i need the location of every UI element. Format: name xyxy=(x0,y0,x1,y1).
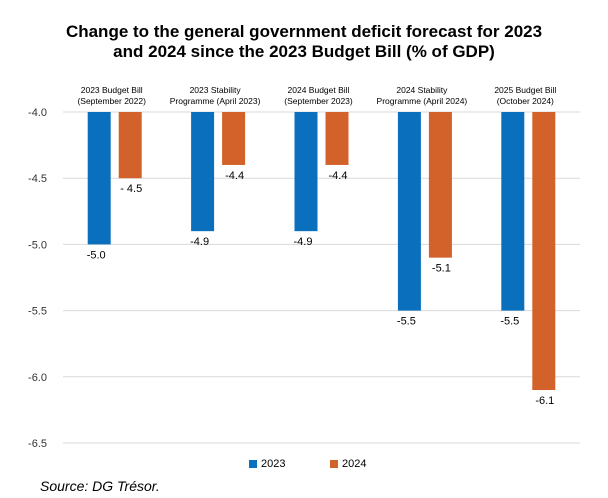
data-label-2024: -4.4 xyxy=(329,170,348,182)
y-tick-label: -5.5 xyxy=(28,306,47,318)
legend-swatch-2024 xyxy=(330,460,338,468)
category-label: Programme (April 2023) xyxy=(170,96,261,106)
category-label: 2023 Stability xyxy=(190,85,242,95)
category-label: 2025 Budget Bill xyxy=(494,85,556,95)
bar-2024 xyxy=(118,112,142,179)
data-label-2023: -5.0 xyxy=(87,249,106,261)
data-label-2023: -5.5 xyxy=(500,316,519,328)
data-label-2023: -4.9 xyxy=(294,236,313,248)
category-label: 2023 Budget Bill xyxy=(81,85,143,95)
data-label-2024: -4.4 xyxy=(225,170,244,182)
legend-item-2024: 2024 xyxy=(330,458,366,470)
category-label: 2024 Stability xyxy=(396,85,448,95)
bar-2023 xyxy=(397,112,421,311)
category-label: 2024 Budget Bill xyxy=(288,85,350,95)
bar-2023 xyxy=(87,112,111,245)
bar-2024 xyxy=(325,112,349,165)
data-label-2023: -5.5 xyxy=(397,316,416,328)
legend-item-2023: 2023 xyxy=(249,458,285,470)
legend-swatch-2023 xyxy=(249,460,257,468)
y-tick-label: -4.5 xyxy=(28,173,47,185)
bar-2024 xyxy=(222,112,246,165)
data-label-2023: -4.9 xyxy=(190,236,209,248)
bar-2023 xyxy=(294,112,318,232)
data-label-2024: -5.1 xyxy=(432,263,451,275)
data-label-2024: -6.1 xyxy=(535,395,554,407)
category-label: (September 2022) xyxy=(77,96,146,106)
category-label: (October 2024) xyxy=(497,96,554,106)
chart-title: Change to the general government deficit… xyxy=(0,22,608,62)
y-tick-label: -5.0 xyxy=(28,239,47,251)
bar-2023 xyxy=(501,112,525,311)
source-note: Source: DG Trésor. xyxy=(40,478,160,494)
bar-2024 xyxy=(532,112,556,391)
y-tick-label: -6.5 xyxy=(28,438,47,450)
y-tick-label: -4.0 xyxy=(28,107,47,119)
chart-title-line-1: Change to the general government deficit… xyxy=(65,22,543,41)
chart-title-line-2: and 2024 since the 2023 Budget Bill (% o… xyxy=(113,42,495,61)
legend-label-2023: 2023 xyxy=(261,458,286,470)
data-label-2024: - 4.5 xyxy=(120,183,142,195)
bar-2023 xyxy=(191,112,215,232)
y-tick-label: -6.0 xyxy=(28,372,47,384)
legend-label-2024: 2024 xyxy=(342,458,367,470)
category-label: Programme (April 2024) xyxy=(377,96,468,106)
bar-2024 xyxy=(428,112,452,258)
category-label: (September 2023) xyxy=(284,96,353,106)
